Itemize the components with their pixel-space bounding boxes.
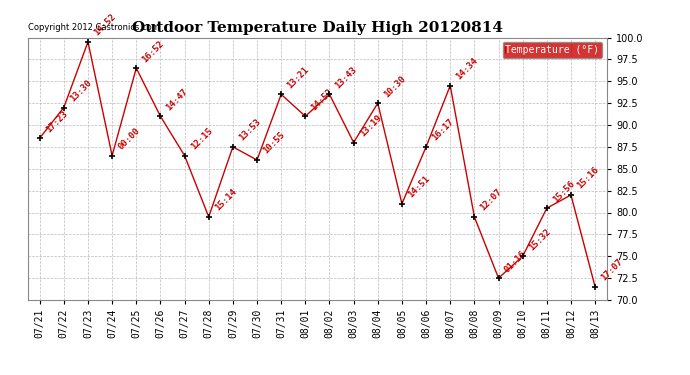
Text: 14:51: 14:51 bbox=[406, 174, 431, 200]
Text: 12:15: 12:15 bbox=[189, 126, 214, 152]
Legend: Temperature (°F): Temperature (°F) bbox=[502, 42, 602, 58]
Text: 17:07: 17:07 bbox=[600, 257, 624, 283]
Text: 00:00: 00:00 bbox=[117, 126, 141, 152]
Text: 01:16: 01:16 bbox=[503, 249, 528, 274]
Text: 13:30: 13:30 bbox=[68, 78, 93, 104]
Text: 15:56: 15:56 bbox=[551, 178, 576, 204]
Text: 15:32: 15:32 bbox=[527, 227, 552, 252]
Text: 16:17: 16:17 bbox=[431, 117, 455, 143]
Text: 13:43: 13:43 bbox=[334, 65, 359, 90]
Text: 12:07: 12:07 bbox=[479, 188, 504, 213]
Text: 15:14: 15:14 bbox=[213, 188, 238, 213]
Text: 16:52: 16:52 bbox=[141, 39, 166, 64]
Text: 13:19: 13:19 bbox=[358, 113, 383, 138]
Text: 10:55: 10:55 bbox=[262, 130, 286, 156]
Text: 13:21: 13:21 bbox=[286, 65, 310, 90]
Text: 14:52: 14:52 bbox=[92, 12, 117, 38]
Text: 14:34: 14:34 bbox=[455, 56, 480, 81]
Text: 17:23: 17:23 bbox=[44, 109, 69, 134]
Text: Copyright 2012 Castronics.com: Copyright 2012 Castronics.com bbox=[28, 23, 159, 32]
Text: 15:16: 15:16 bbox=[575, 165, 600, 191]
Text: 10:30: 10:30 bbox=[382, 74, 407, 99]
Title: Outdoor Temperature Daily High 20120814: Outdoor Temperature Daily High 20120814 bbox=[132, 21, 503, 35]
Text: 14:47: 14:47 bbox=[165, 87, 190, 112]
Text: 14:52: 14:52 bbox=[310, 87, 335, 112]
Text: 13:53: 13:53 bbox=[237, 117, 262, 143]
